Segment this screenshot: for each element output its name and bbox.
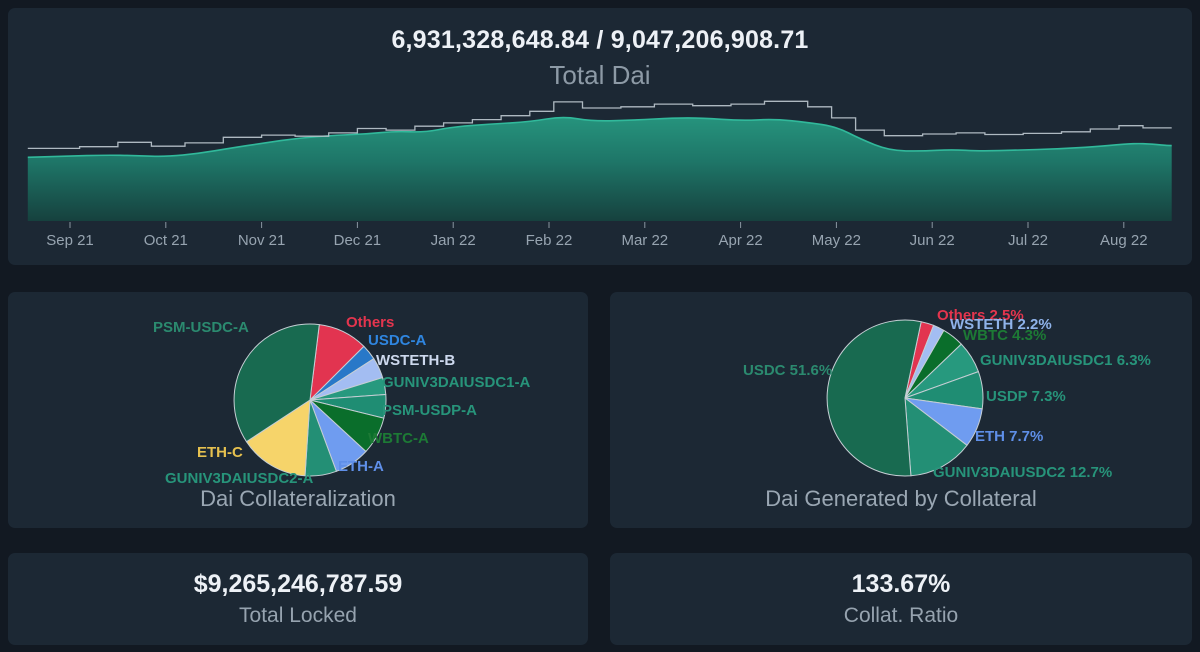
dai-generated-pie[interactable] [610, 292, 1192, 528]
dai-generated-by-collateral-card: Others 2.5% WSTETH 2.2% WBTC 4.3% GUNIV3DAI… [610, 292, 1192, 528]
x-axis-tick-label: Jan 22 [431, 232, 476, 249]
pie-slice-usdc-51-6[interactable] [826, 319, 922, 477]
x-axis-tick-label: Feb 22 [526, 232, 573, 249]
collat-ratio-label: Collat. Ratio [843, 604, 959, 627]
total-dai-area-chart[interactable]: Sep 21 Oct 21 Nov 21 Dec 21 Jan 22 Feb 22 Mar … [8, 8, 1192, 265]
total-locked-label: Total Locked [239, 604, 357, 627]
x-axis-tick-label: Mar 22 [621, 232, 668, 249]
x-axis-tick-label: Aug 22 [1100, 232, 1148, 249]
collat-ratio-card: 133.67% Collat. Ratio [610, 553, 1192, 645]
total-dai-area-line [27, 116, 1172, 159]
x-axis-tick-label: Jul 22 [1008, 232, 1048, 249]
total-dai-card: 6,931,328,648.84 / 9,047,206,908.71 Tota… [8, 8, 1192, 265]
x-axis-tick-label: Dec 21 [334, 232, 382, 249]
x-axis-tick-label: Jun 22 [910, 232, 955, 249]
x-axis-tick-label: Oct 21 [144, 232, 188, 249]
total-locked-value: $9,265,246,787.59 [193, 570, 403, 598]
pie-slice-psm-usdc-a[interactable] [233, 323, 320, 443]
total-dai-area-fill[interactable] [27, 117, 1172, 221]
x-axis-tick-label: Sep 21 [46, 232, 94, 249]
collat-ratio-value: 133.67% [851, 570, 951, 598]
x-axis-tick-label: May 22 [812, 232, 861, 249]
total-locked-card: $9,265,246,787.59 Total Locked [8, 553, 588, 645]
x-axis-tick-label: Nov 21 [238, 232, 286, 249]
dai-collateralization-card: Others USDC-A WSTETH-B GUNIV3DAIUSDC1-A PSM-… [8, 292, 588, 528]
pie-slice-eth-c[interactable] [246, 399, 311, 477]
dai-collateralization-pie[interactable] [8, 292, 588, 528]
pie-slice-guniv3daiusdc2-12-7[interactable] [904, 397, 968, 477]
debt-ceiling-line [27, 100, 1172, 150]
x-axis-tick-label: Apr 22 [718, 232, 762, 249]
